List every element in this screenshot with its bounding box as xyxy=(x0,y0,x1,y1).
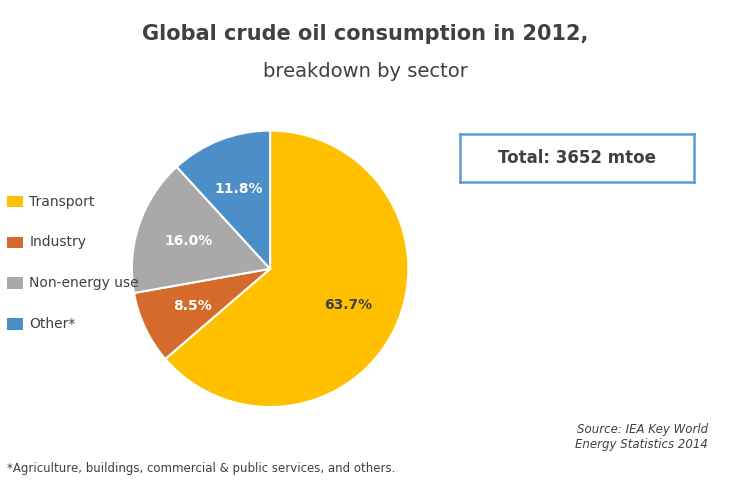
Text: 11.8%: 11.8% xyxy=(215,182,264,196)
Text: 8.5%: 8.5% xyxy=(173,299,212,312)
Text: Non-energy use: Non-energy use xyxy=(29,276,139,290)
Wedge shape xyxy=(177,131,270,269)
Wedge shape xyxy=(132,167,270,293)
Text: 63.7%: 63.7% xyxy=(324,298,372,312)
Text: breakdown by sector: breakdown by sector xyxy=(263,62,467,82)
Text: 16.0%: 16.0% xyxy=(165,234,213,248)
Text: *Agriculture, buildings, commercial & public services, and others.: *Agriculture, buildings, commercial & pu… xyxy=(7,462,396,475)
Text: Transport: Transport xyxy=(29,194,95,209)
Text: Source: IEA Key World
Energy Statistics 2014: Source: IEA Key World Energy Statistics … xyxy=(575,423,708,451)
Text: Global crude oil consumption in 2012,: Global crude oil consumption in 2012, xyxy=(142,24,588,44)
Wedge shape xyxy=(165,131,408,407)
Text: Total: 3652 mtoe: Total: 3652 mtoe xyxy=(498,149,656,168)
Text: Industry: Industry xyxy=(29,235,86,250)
Text: Other*: Other* xyxy=(29,317,76,331)
Wedge shape xyxy=(134,269,270,359)
